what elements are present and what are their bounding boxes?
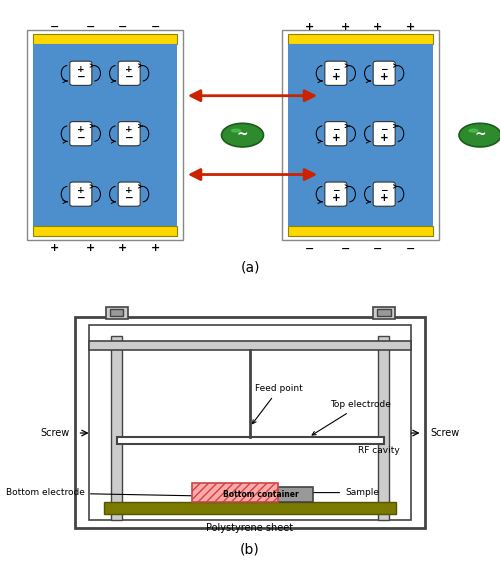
Text: −: − xyxy=(332,186,340,195)
Bar xyxy=(372,306,394,319)
Text: +: + xyxy=(50,243,59,253)
FancyBboxPatch shape xyxy=(70,61,92,86)
Bar xyxy=(208,487,313,502)
Text: +: + xyxy=(118,243,127,253)
Bar xyxy=(75,317,425,528)
Text: +: + xyxy=(332,72,340,82)
Bar xyxy=(32,34,178,44)
Bar xyxy=(288,34,432,44)
Circle shape xyxy=(459,123,500,147)
Bar xyxy=(106,306,128,319)
Circle shape xyxy=(222,123,264,147)
Ellipse shape xyxy=(469,129,478,132)
Bar xyxy=(192,483,278,502)
Text: (a): (a) xyxy=(240,261,260,274)
Text: +: + xyxy=(380,193,388,203)
Text: Feed point: Feed point xyxy=(252,385,303,424)
FancyBboxPatch shape xyxy=(118,61,140,86)
Text: Polystyrene sheet: Polystyrene sheet xyxy=(206,522,294,533)
Text: −: − xyxy=(332,65,340,74)
FancyBboxPatch shape xyxy=(70,122,92,146)
Text: +: + xyxy=(126,65,133,74)
Text: −: − xyxy=(380,186,388,195)
Bar xyxy=(116,437,384,444)
Text: Top electrode: Top electrode xyxy=(312,400,391,435)
Text: (b): (b) xyxy=(240,543,260,557)
Text: −: − xyxy=(380,65,388,74)
Text: −: − xyxy=(372,243,382,253)
Bar xyxy=(110,310,124,316)
FancyBboxPatch shape xyxy=(118,182,140,206)
Bar xyxy=(89,341,411,350)
FancyBboxPatch shape xyxy=(118,122,140,146)
Bar xyxy=(26,30,184,240)
Bar xyxy=(288,44,432,226)
FancyBboxPatch shape xyxy=(70,182,92,206)
Text: −: − xyxy=(151,22,160,32)
Text: Bottom electrode: Bottom electrode xyxy=(6,489,202,498)
FancyBboxPatch shape xyxy=(373,122,395,146)
Text: −: − xyxy=(125,133,134,143)
Text: Sample: Sample xyxy=(282,488,379,497)
Text: −: − xyxy=(50,22,59,32)
Text: +: + xyxy=(373,22,382,32)
FancyBboxPatch shape xyxy=(373,182,395,206)
FancyBboxPatch shape xyxy=(325,122,347,146)
Text: −: − xyxy=(86,22,95,32)
Text: +: + xyxy=(77,65,84,74)
Bar xyxy=(32,44,178,226)
Text: +: + xyxy=(304,22,314,32)
Text: +: + xyxy=(126,186,133,195)
Text: −: − xyxy=(406,243,415,253)
Ellipse shape xyxy=(232,129,240,132)
Text: Screw: Screw xyxy=(41,428,70,438)
FancyBboxPatch shape xyxy=(325,182,347,206)
Text: +: + xyxy=(77,186,84,195)
Text: −: − xyxy=(125,193,134,203)
Bar xyxy=(104,502,396,515)
Text: ~: ~ xyxy=(474,128,486,142)
Text: +: + xyxy=(332,193,340,203)
Text: ~: ~ xyxy=(236,128,248,142)
Bar xyxy=(32,226,178,236)
Bar xyxy=(288,226,432,236)
Bar xyxy=(282,30,438,240)
Bar xyxy=(111,336,122,520)
Text: −: − xyxy=(76,193,85,203)
Text: Bottom container: Bottom container xyxy=(222,490,298,499)
Text: −: − xyxy=(125,72,134,82)
Text: +: + xyxy=(151,243,160,253)
Text: RF cavity: RF cavity xyxy=(358,446,399,455)
Text: +: + xyxy=(86,243,95,253)
FancyBboxPatch shape xyxy=(325,61,347,86)
Text: −: − xyxy=(380,125,388,134)
Text: +: + xyxy=(77,125,84,134)
Text: +: + xyxy=(126,125,133,134)
FancyBboxPatch shape xyxy=(373,61,395,86)
Bar xyxy=(378,336,389,520)
Text: −: − xyxy=(341,243,350,253)
Text: −: − xyxy=(304,243,314,253)
Text: +: + xyxy=(406,22,415,32)
Text: −: − xyxy=(118,22,127,32)
Text: −: − xyxy=(76,72,85,82)
Text: Screw: Screw xyxy=(430,428,459,438)
Text: +: + xyxy=(341,22,350,32)
Text: −: − xyxy=(76,133,85,143)
Text: +: + xyxy=(380,72,388,82)
Bar xyxy=(89,325,411,520)
Text: −: − xyxy=(332,125,340,134)
Text: +: + xyxy=(380,133,388,143)
Text: +: + xyxy=(332,133,340,143)
Bar xyxy=(376,310,390,316)
